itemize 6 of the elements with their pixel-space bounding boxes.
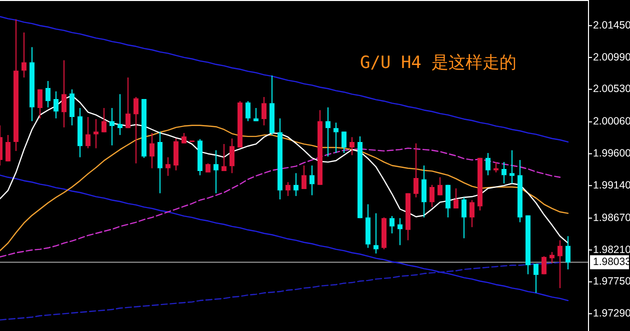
line-series — [0, 16, 569, 143]
line-series — [0, 148, 561, 258]
line-series — [0, 124, 569, 252]
line-series — [0, 94, 569, 244]
line-series — [0, 174, 569, 302]
text: G/U H4 是这样走的 — [360, 53, 517, 73]
